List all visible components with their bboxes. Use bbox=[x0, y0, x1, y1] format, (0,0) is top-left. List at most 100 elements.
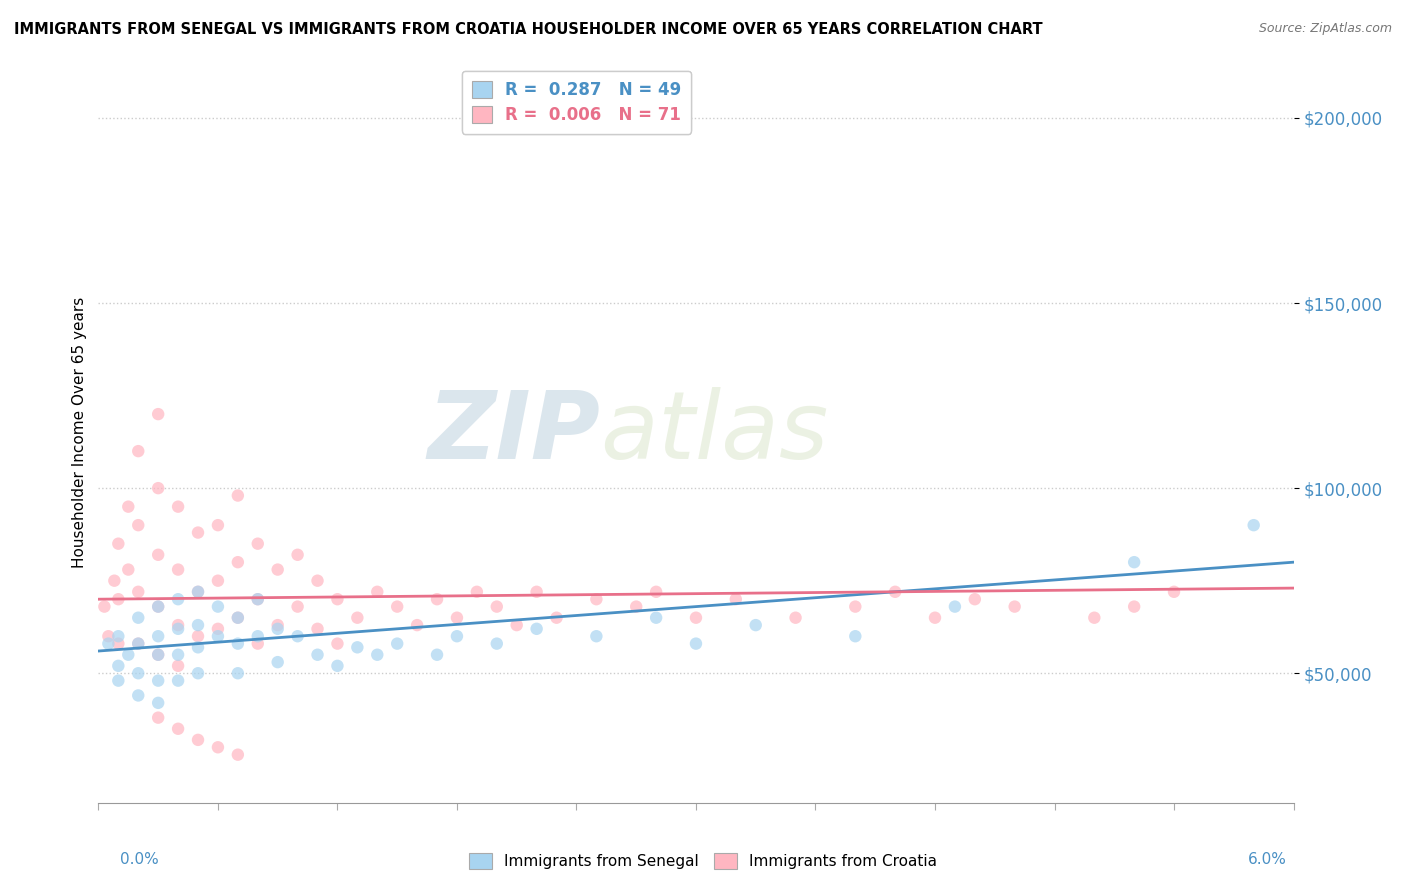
Point bbox=[1004, 599, 1026, 614]
Point bbox=[226, 610, 249, 624]
Point bbox=[148, 648, 170, 662]
Point bbox=[127, 689, 149, 703]
Point bbox=[127, 444, 149, 458]
Point bbox=[844, 629, 866, 643]
Point bbox=[246, 592, 269, 607]
Point bbox=[148, 599, 170, 614]
Point bbox=[246, 592, 269, 607]
Point bbox=[117, 563, 139, 577]
Point bbox=[506, 618, 529, 632]
Point bbox=[745, 618, 768, 632]
Point bbox=[943, 599, 966, 614]
Point bbox=[187, 525, 209, 540]
Point bbox=[526, 584, 548, 599]
Point bbox=[167, 500, 190, 514]
Point bbox=[127, 637, 149, 651]
Point bbox=[546, 610, 568, 624]
Point bbox=[226, 555, 249, 569]
Point bbox=[446, 629, 468, 643]
Point bbox=[366, 648, 388, 662]
Point bbox=[187, 584, 209, 599]
Point bbox=[148, 548, 170, 562]
Point bbox=[844, 599, 866, 614]
Point bbox=[148, 629, 170, 643]
Point bbox=[127, 666, 149, 681]
Point bbox=[127, 637, 149, 651]
Point bbox=[107, 536, 129, 550]
Point bbox=[167, 648, 190, 662]
Text: 0.0%: 0.0% bbox=[120, 852, 159, 867]
Point bbox=[267, 618, 290, 632]
Point bbox=[385, 637, 409, 651]
Point bbox=[645, 610, 668, 624]
Point bbox=[226, 637, 249, 651]
Point bbox=[685, 610, 707, 624]
Point bbox=[167, 722, 190, 736]
Point bbox=[167, 618, 190, 632]
Point bbox=[207, 574, 229, 588]
Point bbox=[1243, 518, 1265, 533]
Point bbox=[107, 592, 129, 607]
Point bbox=[485, 637, 508, 651]
Point bbox=[187, 666, 209, 681]
Point bbox=[187, 618, 209, 632]
Point bbox=[465, 584, 488, 599]
Point bbox=[724, 592, 747, 607]
Point bbox=[167, 563, 190, 577]
Point bbox=[148, 673, 170, 688]
Point bbox=[326, 592, 349, 607]
Point bbox=[526, 622, 548, 636]
Point bbox=[307, 622, 329, 636]
Point bbox=[446, 610, 468, 624]
Text: Source: ZipAtlas.com: Source: ZipAtlas.com bbox=[1258, 22, 1392, 36]
Point bbox=[267, 622, 290, 636]
Point bbox=[127, 518, 149, 533]
Point bbox=[117, 648, 139, 662]
Point bbox=[93, 599, 115, 614]
Point bbox=[326, 637, 349, 651]
Point bbox=[366, 584, 388, 599]
Point bbox=[148, 481, 170, 495]
Point bbox=[107, 658, 129, 673]
Point bbox=[585, 629, 607, 643]
Point bbox=[267, 655, 290, 669]
Y-axis label: Householder Income Over 65 years: Householder Income Over 65 years bbox=[72, 297, 87, 568]
Text: ZIP: ZIP bbox=[427, 386, 600, 479]
Point bbox=[287, 599, 309, 614]
Point bbox=[385, 599, 409, 614]
Point bbox=[246, 629, 269, 643]
Text: atlas: atlas bbox=[600, 387, 828, 478]
Point bbox=[226, 666, 249, 681]
Point bbox=[148, 599, 170, 614]
Point bbox=[1123, 599, 1146, 614]
Point bbox=[346, 640, 368, 655]
Point bbox=[107, 637, 129, 651]
Point bbox=[117, 500, 139, 514]
Point bbox=[207, 629, 229, 643]
Point bbox=[148, 696, 170, 710]
Point bbox=[785, 610, 807, 624]
Point bbox=[226, 610, 249, 624]
Point bbox=[148, 407, 170, 421]
Legend: Immigrants from Senegal, Immigrants from Croatia: Immigrants from Senegal, Immigrants from… bbox=[463, 847, 943, 875]
Point bbox=[97, 629, 120, 643]
Point bbox=[148, 648, 170, 662]
Point bbox=[187, 629, 209, 643]
Point bbox=[97, 637, 120, 651]
Point bbox=[426, 592, 449, 607]
Point bbox=[167, 592, 190, 607]
Point bbox=[207, 622, 229, 636]
Point bbox=[167, 658, 190, 673]
Point bbox=[685, 637, 707, 651]
Text: 6.0%: 6.0% bbox=[1247, 852, 1286, 867]
Point bbox=[326, 658, 349, 673]
Point bbox=[187, 584, 209, 599]
Point bbox=[963, 592, 986, 607]
Point bbox=[207, 518, 229, 533]
Point bbox=[426, 648, 449, 662]
Legend: R =  0.287   N = 49, R =  0.006   N = 71: R = 0.287 N = 49, R = 0.006 N = 71 bbox=[461, 70, 692, 134]
Point bbox=[267, 563, 290, 577]
Point bbox=[127, 610, 149, 624]
Point bbox=[307, 574, 329, 588]
Point bbox=[287, 548, 309, 562]
